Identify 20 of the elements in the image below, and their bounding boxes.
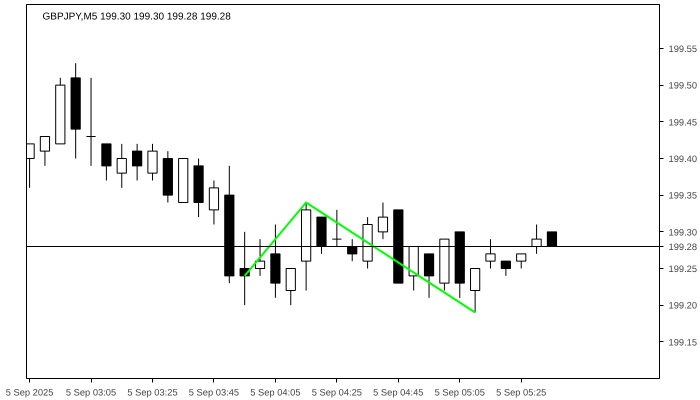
y-tick-label: 199.55 bbox=[668, 44, 698, 54]
x-tick-label: 5 Sep 03:45 bbox=[188, 388, 240, 398]
ref-line-label: 199.28 bbox=[668, 242, 698, 252]
x-tick-label: 5 Sep 05:25 bbox=[496, 388, 546, 398]
y-tick-label: 199.35 bbox=[668, 190, 698, 201]
x-tick-label: 5 Sep 04:05 bbox=[250, 388, 301, 398]
y-tick-label: 199.50 bbox=[668, 80, 698, 91]
x-tick-label: 5 Sep 05:05 bbox=[434, 388, 485, 398]
y-tick-label: 199.25 bbox=[668, 264, 698, 274]
x-tick-label: 5 Sep 04:45 bbox=[373, 388, 424, 398]
y-tick-label: 199.45 bbox=[668, 117, 698, 128]
y-tick-label: 199.30 bbox=[668, 227, 698, 238]
y-tick-label: 199.40 bbox=[668, 154, 698, 164]
x-tick-label: 5 Sep 04:25 bbox=[312, 388, 362, 398]
x-tick-label: 5 Sep 03:25 bbox=[127, 388, 178, 398]
y-tick-label: 199.15 bbox=[668, 337, 698, 348]
x-tick-label: 5 Sep 2025 bbox=[6, 388, 54, 398]
text: GBPJPY,M5 199.30 199.30 199.28 199.28 bbox=[42, 12, 232, 22]
y-tick-label: 199.20 bbox=[668, 300, 698, 311]
x-tick-label: 5 Sep 03:05 bbox=[66, 388, 116, 398]
